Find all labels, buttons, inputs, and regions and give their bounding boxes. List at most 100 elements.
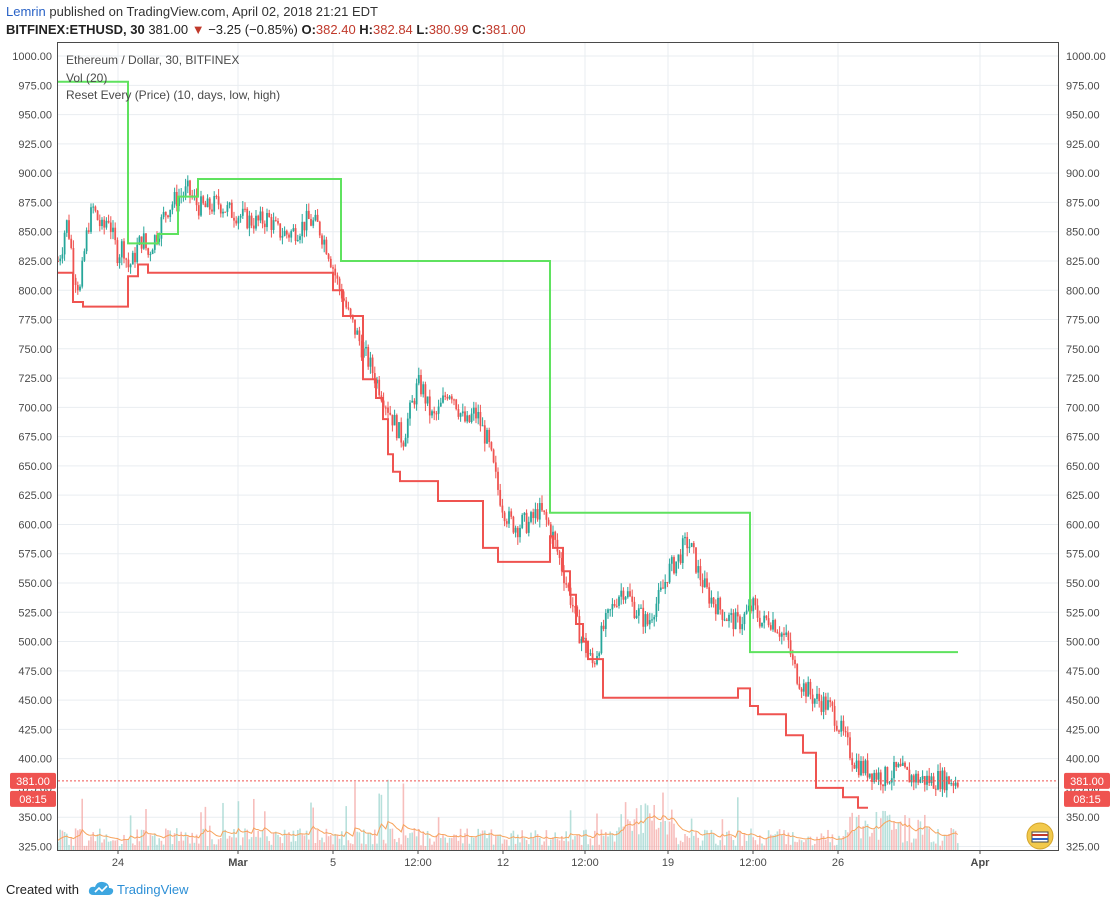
volume-bar xyxy=(167,830,169,850)
volume-bar xyxy=(81,798,83,850)
candle-body xyxy=(266,212,268,228)
candle-body xyxy=(919,779,922,783)
scroll-to-realtime-icon[interactable] xyxy=(1026,822,1054,850)
candle-body xyxy=(642,607,645,627)
volume-bar xyxy=(105,834,108,850)
candle-body xyxy=(890,778,893,783)
volume-bar xyxy=(543,841,545,850)
candle-body xyxy=(340,288,343,299)
candle-body xyxy=(325,239,328,255)
price-tick-left: 425.00 xyxy=(18,724,52,736)
candle-body xyxy=(512,516,515,533)
volume-bar xyxy=(237,801,240,850)
volume-bar xyxy=(668,821,671,850)
volume-bar xyxy=(338,838,341,850)
candle-body xyxy=(292,228,295,232)
candle-body xyxy=(635,615,638,619)
volume-bar xyxy=(679,840,682,850)
candle-body xyxy=(257,215,260,221)
volume-bar xyxy=(778,829,781,850)
price-tick-left: 550.00 xyxy=(18,578,52,590)
candle-body xyxy=(818,693,821,702)
candle-body xyxy=(197,205,200,216)
candle-body xyxy=(530,512,532,522)
volume-bar xyxy=(684,833,686,850)
candle-body xyxy=(688,546,691,549)
volume-bar xyxy=(855,816,858,850)
volume-bar xyxy=(424,845,427,850)
volume-bar xyxy=(85,845,88,850)
price-tick-right: 975.00 xyxy=(1066,80,1100,92)
volume-bar xyxy=(732,840,735,850)
volume-bar xyxy=(462,843,464,850)
candle-body xyxy=(120,241,123,258)
volume-bar xyxy=(220,837,222,850)
volume-bar xyxy=(530,832,532,850)
chart-grid xyxy=(58,42,1058,850)
volume-bar xyxy=(921,834,924,850)
candle-body xyxy=(607,609,609,613)
candle-body xyxy=(160,217,163,239)
volume-bar xyxy=(391,828,394,850)
candle-body xyxy=(712,597,715,605)
volume-bar xyxy=(585,829,587,850)
candle-body xyxy=(620,590,623,597)
volume-bar xyxy=(503,839,506,850)
volume-bar xyxy=(818,839,820,850)
volume-bar xyxy=(525,840,528,850)
candle-body xyxy=(679,554,682,564)
publish-text: published on TradingView.com, April 02, … xyxy=(45,4,378,19)
volume-bar xyxy=(261,830,264,850)
candle-body xyxy=(732,613,735,630)
volume-bar xyxy=(954,830,957,850)
volume-bar xyxy=(385,843,387,850)
tradingview-link[interactable]: TradingView xyxy=(117,882,189,897)
candle-body xyxy=(714,604,717,615)
candle-body xyxy=(866,760,869,778)
volume-bar xyxy=(620,814,622,850)
volume-bar xyxy=(785,844,787,850)
candle-body xyxy=(305,210,308,231)
candle-body xyxy=(655,603,658,617)
volume-bar xyxy=(550,839,552,850)
volume-bar xyxy=(297,829,299,850)
volume-bar xyxy=(195,834,198,850)
candle-body xyxy=(950,783,953,785)
candle-body xyxy=(406,418,409,438)
volume-bar xyxy=(862,826,864,850)
candle-body xyxy=(728,614,730,622)
volume-bar xyxy=(118,845,121,850)
time-axis: 24 Mar 5 12:00 12 12:00 19 12:00 26 Apr xyxy=(112,850,990,869)
volume-bar xyxy=(165,828,167,850)
candle-body xyxy=(860,760,862,776)
candle-body xyxy=(822,696,825,712)
volume-bar xyxy=(290,841,292,850)
volume-bar xyxy=(741,845,743,850)
volume-bar xyxy=(477,828,479,850)
volume-bar xyxy=(561,836,563,850)
candle-body xyxy=(384,407,387,409)
candle-body xyxy=(164,211,167,216)
price-tick-left: 725.00 xyxy=(18,373,52,385)
candle-body xyxy=(626,591,629,598)
candle-body xyxy=(523,512,526,515)
volume-bar xyxy=(92,832,94,850)
author-link[interactable]: Lemrin xyxy=(6,4,46,19)
volume-bar xyxy=(356,831,358,850)
candle-body xyxy=(356,330,359,335)
volume-bar xyxy=(853,830,856,850)
candle-body xyxy=(772,619,774,630)
volume-bar xyxy=(114,840,116,850)
candle-body xyxy=(783,633,785,635)
volume-bar xyxy=(726,831,728,850)
volume-bar xyxy=(794,841,796,850)
price-chart[interactable]: 1000.00 1000.00 975.00 975.00 950.00 950.00 92… xyxy=(0,42,1118,872)
volume-bar xyxy=(798,839,801,850)
candle-body xyxy=(703,578,706,588)
tradingview-cloud-icon[interactable] xyxy=(88,880,114,898)
open-label: O: xyxy=(301,22,316,37)
volume-bar xyxy=(231,837,233,850)
volume-bar xyxy=(807,836,809,850)
volume-bar xyxy=(393,838,396,850)
volume-bar xyxy=(908,818,911,850)
